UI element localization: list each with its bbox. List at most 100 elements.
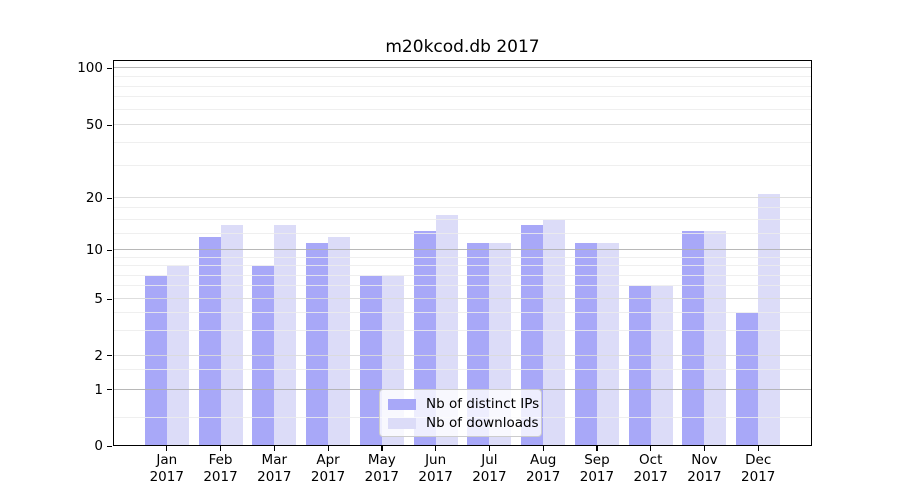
x-tick-label-month: Jun [425,452,447,468]
legend: Nb of distinct IPs Nb of downloads [379,389,542,437]
major-gridline [113,67,812,69]
x-tick-label-month: Feb [208,452,233,468]
y-tick-label: 20 [85,190,103,207]
x-tick-mark [435,446,437,451]
x-tick-label-year: 2017 [687,469,722,485]
x-tick-mark [220,446,222,451]
y-tick-mark [107,249,112,251]
chart-title: m20kcod.db 2017 [385,37,540,57]
y-tick-mark [107,445,112,447]
x-tick-mark [542,446,544,451]
major-gridline [113,354,812,356]
minor-gridline [113,207,812,209]
x-tick-mark [757,446,759,451]
bar-downloads [220,225,243,446]
major-gridline [113,298,812,300]
x-tick-label-year: 2017 [472,469,507,485]
bar-downloads [274,225,297,446]
bar-distinct-ips [198,236,221,446]
x-tick-mark [650,446,652,451]
minor-gridline [113,368,812,370]
x-tick-mark [166,446,168,451]
bar-downloads [328,236,351,446]
minor-gridline [113,274,812,276]
bar-downloads [704,230,727,446]
x-tick-label-month: Sep [584,452,610,468]
x-tick-label-year: 2017 [579,469,615,485]
bar-distinct-ips [252,266,275,446]
major-gridline [113,124,812,125]
x-tick-label-year: 2017 [149,469,184,485]
y-tick-mark [107,67,112,69]
plot-area [113,60,812,446]
legend-label-downloads: Nb of downloads [426,415,539,431]
x-tick-label-month: Apr [316,452,340,468]
x-tick-label-year: 2017 [310,469,346,485]
y-tick-mark [107,389,112,391]
x-tick-mark [327,446,329,451]
y-tick-mark [107,355,112,357]
x-tick-label-month: Jul [481,452,498,468]
x-tick-label-year: 2017 [418,469,453,485]
gridlines-layer [113,60,812,446]
bar-distinct-ips [306,243,329,446]
major-gridline [113,249,812,251]
x-tick-label-month: Dec [745,452,772,468]
minor-gridline [113,75,812,77]
minor-gridline [113,265,812,267]
bar-distinct-ips [574,243,597,446]
y-tick-mark [107,124,112,126]
minor-gridline [113,329,812,331]
legend-swatch-downloads [388,417,416,429]
minor-gridline [113,164,812,166]
y-tick-label: 100 [77,60,103,77]
y-tick-mark [107,197,112,199]
legend-item-distinct-ips: Nb of distinct IPs [388,396,539,412]
x-tick-label-year: 2017 [203,469,238,485]
y-tick-label: 5 [94,291,103,308]
bar-distinct-ips [736,313,759,446]
minor-gridline [113,256,812,258]
y-tick-mark [107,298,112,300]
x-tick-mark [488,446,491,451]
x-tick-label-year: 2017 [741,469,776,485]
x-tick-label-year: 2017 [364,469,400,485]
legend-swatch-distinct-ips [388,398,416,410]
x-tick-label-month: Jan [156,452,178,468]
y-tick-label: 1 [94,381,103,398]
minor-gridline [113,96,812,98]
y-tick-label: 10 [85,242,103,259]
legend-item-downloads: Nb of downloads [388,415,539,431]
major-gridline [113,197,812,199]
minor-gridline [113,141,812,143]
bar-distinct-ips [359,275,382,446]
x-tick-mark [596,446,598,451]
minor-gridline [113,109,812,111]
x-tick-label-month: May [367,452,396,468]
x-tick-label-year: 2017 [525,469,561,485]
bar-distinct-ips [628,286,651,446]
x-tick-label-month: Mar [261,452,288,468]
x-tick-label-month: Aug [529,452,557,468]
bar-distinct-ips [682,230,705,446]
bar-downloads [166,266,189,446]
x-tick-label-month: Nov [691,452,718,468]
minor-gridline [113,312,812,313]
y-tick-label: 2 [94,347,103,364]
minor-gridline [113,85,812,87]
minor-gridline [113,218,812,220]
x-tick-mark [703,446,706,451]
bar-downloads [596,243,619,446]
minor-gridline [113,285,812,287]
bar-distinct-ips [144,275,167,446]
x-tick-mark [381,446,383,451]
bar-downloads [650,286,673,446]
minor-gridline [113,232,812,234]
y-tick-label: 50 [85,117,103,133]
x-tick-label-year: 2017 [257,469,292,485]
y-tick-label: 0 [94,438,103,454]
legend-label-distinct-ips: Nb of distinct IPs [426,396,540,412]
x-tick-mark [273,446,275,451]
x-tick-label-month: Oct [639,452,663,468]
